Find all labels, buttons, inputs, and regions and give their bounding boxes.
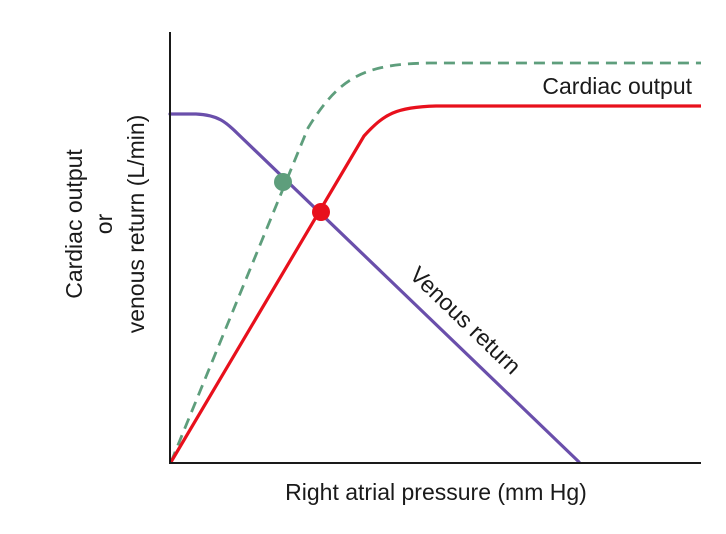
equilibrium-point [312, 203, 330, 221]
y-axis-label: Cardiac output or venous return (L/min) [61, 115, 149, 334]
cardiac-output-shifted-curve [169, 61, 701, 463]
cardiac-output-curve [169, 104, 701, 463]
x-axis-label: Right atrial pressure (mm Hg) [285, 479, 587, 505]
venous-return-curve-label: Venous return [405, 261, 526, 379]
venous-return-curve [168, 112, 581, 464]
shifted-equilibrium-point [274, 173, 292, 191]
y-axis-label-line-2: or [91, 213, 117, 234]
y-axis-label-line-3: venous return (L/min) [123, 115, 149, 334]
y-axis-label-line-1: Cardiac output [61, 149, 87, 299]
cardiac-output-curve-label: Cardiac output [542, 73, 692, 99]
